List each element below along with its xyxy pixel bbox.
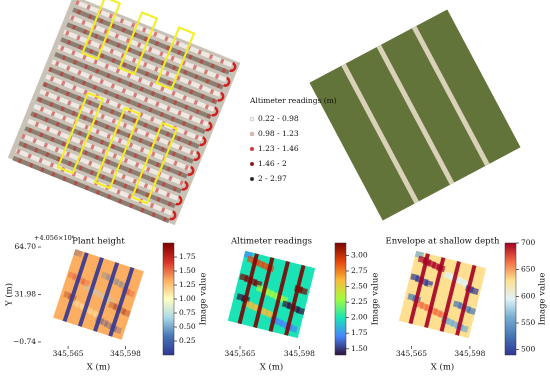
colorbar-tick-label: 0.75: [179, 308, 196, 317]
heatmap-image: [53, 249, 144, 340]
colorbar-tick-label: 2.50: [351, 282, 368, 291]
colorbar-tick-label: 600: [521, 291, 536, 300]
x-tick-label: 345,598: [454, 349, 485, 358]
panel-title: Envelope at shallow depth: [386, 237, 500, 247]
legend-label: 1.23 - 1.46: [258, 144, 299, 153]
y-tick-label: 64.70: [15, 242, 37, 251]
legend-title: Altimeter readings (m): [249, 96, 337, 105]
x-axis-label: X (m): [260, 362, 283, 373]
heatmap-image: [227, 250, 316, 339]
x-tick-label: 345,598: [110, 349, 141, 358]
colorbar-tick-label: 550: [521, 318, 536, 327]
colorbar-tick-label: 1.75: [179, 252, 196, 261]
colorbar-tick-label: 1.25: [179, 280, 196, 289]
colorbar-label: Image value: [538, 273, 548, 326]
legend-marker: [249, 146, 255, 152]
colorbar: [504, 242, 517, 356]
panel-title: Altimeter readings: [230, 237, 312, 247]
aerial-plots: [7, 0, 241, 226]
legend-label: 2 - 2.97: [258, 174, 287, 183]
x-tick-label: 345,565: [224, 349, 255, 358]
x-axis-label: X (m): [87, 362, 110, 373]
colorbar-tick-label: 1.75: [351, 328, 368, 337]
x-axis-label: X (m): [431, 362, 454, 373]
colorbar-tick-label: 1.50: [179, 266, 196, 275]
colorbar-tick-label: 0.50: [179, 322, 196, 331]
y-tick-label: 31.98: [15, 290, 37, 299]
colorbar-tick-label: 2.00: [351, 313, 368, 322]
y-axis-label: Y (m): [4, 283, 15, 307]
x-tick-label: 345,598: [284, 349, 315, 358]
colorbar-label: Image value: [371, 273, 381, 326]
colorbar-tick-label: 3.00: [351, 250, 368, 259]
x-tick-label: 345,565: [53, 349, 84, 358]
colorbar: [162, 242, 175, 356]
legend-marker: [249, 116, 255, 122]
colorbar-tick-label: 650: [521, 265, 536, 274]
heatmap-image: [398, 250, 487, 339]
colorbar-tick-label: 2.25: [351, 297, 368, 306]
colorbar-tick-label: 1.50: [351, 344, 368, 353]
legend-label: 1.46 - 2: [258, 159, 287, 168]
colorbar-tick-label: 0.25: [179, 336, 196, 345]
x-tick-label: 345,565: [396, 349, 427, 358]
colorbar: [334, 242, 347, 356]
legend-marker: [249, 161, 255, 167]
field-image: [309, 9, 521, 221]
legend-label: 0.22 - 0.98: [258, 114, 299, 123]
colorbar-tick-label: 1.00: [179, 294, 196, 303]
colorbar-tick-label: 500: [521, 345, 536, 354]
panel-title: Plant height: [72, 237, 125, 247]
legend-marker: [249, 131, 255, 137]
y-tick-label: −0.74: [13, 337, 36, 346]
colorbar-tick-label: 2.75: [351, 266, 368, 275]
legend-marker: [249, 176, 255, 182]
offset-text: +4.056×10⁶: [34, 234, 75, 242]
legend-label: 0.98 - 1.23: [258, 129, 299, 138]
colorbar-label: Image value: [199, 273, 209, 326]
colorbar-tick-label: 700: [521, 238, 536, 247]
